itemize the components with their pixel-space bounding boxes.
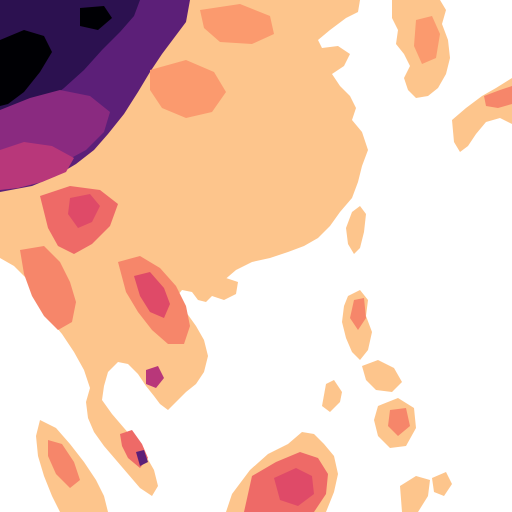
region-annamite-core xyxy=(134,272,170,318)
region-indochina-ridge xyxy=(20,246,76,330)
landmass-sulawesi xyxy=(400,476,430,512)
landmass-taiwan xyxy=(346,206,366,254)
region-magenta-fringe xyxy=(0,142,74,190)
region-extreme-plateau xyxy=(0,30,52,106)
region-extreme-north xyxy=(80,6,112,30)
region-japan-mid xyxy=(484,86,512,108)
region-sichuan-mid xyxy=(150,60,226,118)
region-northern-mid xyxy=(200,4,274,44)
region-cambodia-patch xyxy=(146,366,164,388)
region-sumatra-mid xyxy=(48,440,80,488)
region-malay-core xyxy=(136,450,148,466)
landmass-palawan xyxy=(322,380,342,412)
region-highlands-mid xyxy=(68,194,100,228)
region-mindanao-mid xyxy=(388,408,410,436)
region-very-high-plateau xyxy=(0,0,140,122)
landmass-moluccas xyxy=(432,472,452,496)
landmass-hainan xyxy=(212,278,238,300)
region-borneo-core xyxy=(274,468,314,506)
region-korea-mid xyxy=(414,16,440,64)
region-philippines-mid xyxy=(350,298,366,330)
landmass-visayas xyxy=(362,360,402,392)
